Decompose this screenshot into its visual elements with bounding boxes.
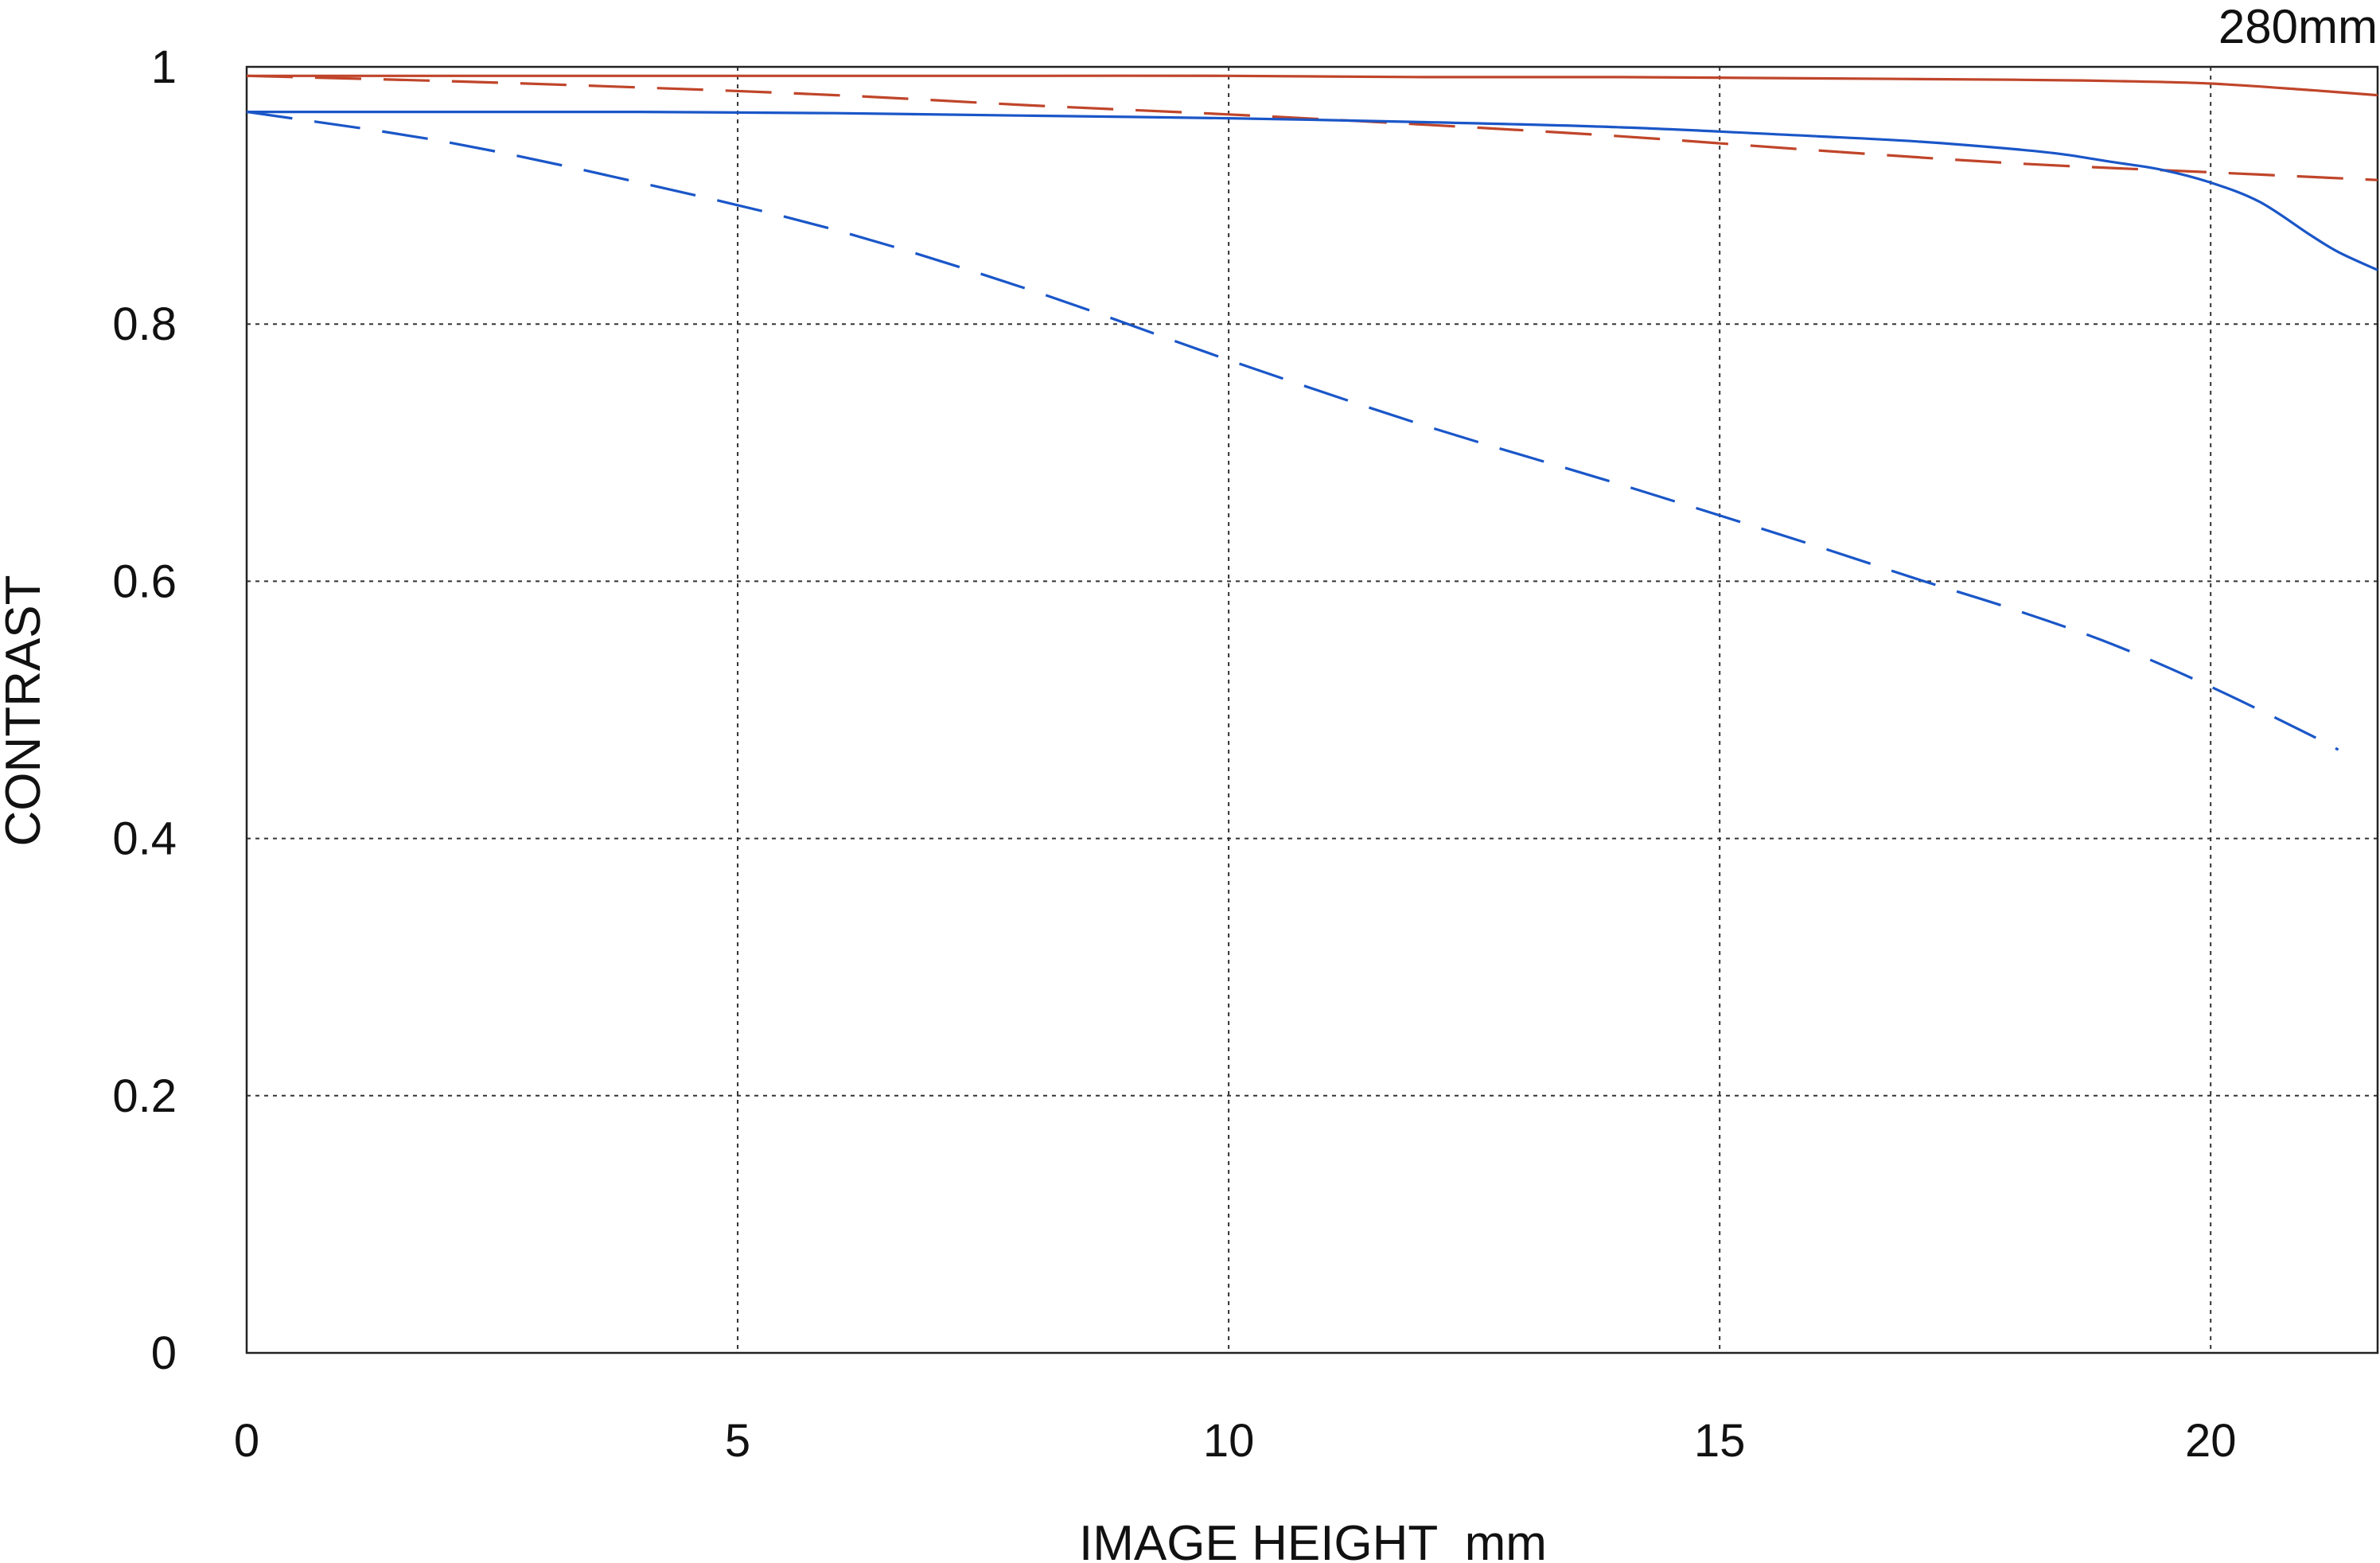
y-axis-title: CONTRAST xyxy=(0,575,51,847)
series-line-4 xyxy=(246,111,2339,751)
chart-title: 280mm xyxy=(2218,0,2378,53)
y-tick-label: 0.4 xyxy=(112,813,177,865)
x-tick-label: 20 xyxy=(2185,1415,2237,1467)
plot-frame xyxy=(245,65,2379,1354)
grid-lines xyxy=(247,67,2378,1353)
x-tick-label: 15 xyxy=(1694,1415,1746,1467)
data-series xyxy=(246,74,2378,751)
y-tick-label: 1 xyxy=(151,41,177,93)
series-line-3 xyxy=(247,110,2378,271)
y-tick-label: 0 xyxy=(151,1327,177,1379)
series-line-1 xyxy=(246,74,2378,97)
y-tick-label: 0.6 xyxy=(112,555,177,607)
x-tick-label: 5 xyxy=(725,1415,750,1467)
y-tick-label: 0.8 xyxy=(112,298,177,350)
x-tick-label: 10 xyxy=(1203,1415,1255,1467)
y-tick-label: 0.2 xyxy=(112,1070,177,1122)
x-tick-label: 0 xyxy=(234,1415,259,1467)
series-line-2 xyxy=(246,74,2378,181)
tick-labels: 0 5 10 15 20 0 0.2 0.4 0.6 0.8 1 xyxy=(112,41,2236,1467)
x-axis-title: IMAGE HEIGHT mm xyxy=(1079,1516,1547,1563)
